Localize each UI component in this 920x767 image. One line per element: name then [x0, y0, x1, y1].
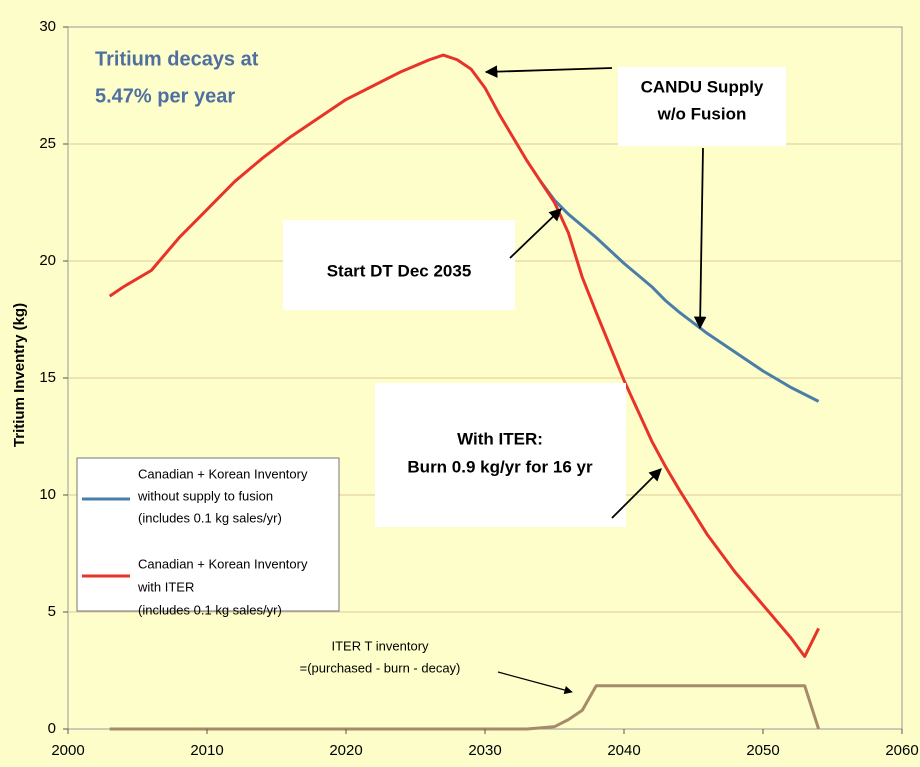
annotation-box	[618, 67, 786, 146]
y-axis-label: Tritium Inventry (kg)	[11, 303, 28, 447]
annotation: With ITER:	[457, 429, 543, 448]
legend-label: without supply to fusion	[137, 488, 273, 503]
x-tick-label: 2050	[746, 742, 779, 759]
annotation-box	[283, 220, 515, 310]
legend-label: with ITER	[137, 579, 194, 594]
annotation: CANDU Supply	[641, 77, 764, 96]
y-tick-label: 15	[39, 369, 56, 386]
y-tick-label: 10	[39, 486, 56, 503]
annotation-box	[375, 383, 626, 527]
legend-label: Canadian + Korean Inventory	[138, 556, 308, 571]
annotation: Start DT Dec 2035	[327, 261, 472, 280]
legend-label: Canadian + Korean Inventory	[138, 466, 308, 481]
legend-label: (includes 0.1 kg sales/yr)	[138, 602, 282, 617]
y-tick-label: 20	[39, 252, 56, 269]
x-tick-label: 2010	[190, 742, 223, 759]
x-tick-label: 2030	[468, 742, 501, 759]
x-tick-label: 2040	[607, 742, 640, 759]
annotation: ITER T inventory	[331, 638, 429, 653]
y-tick-label: 30	[39, 18, 56, 35]
series-line	[109, 684, 821, 731]
arrow	[693, 147, 707, 330]
annotation: =(purchased - burn - decay)	[300, 660, 461, 675]
x-tick-label: 2000	[51, 742, 84, 759]
arrow	[497, 671, 573, 695]
x-tick-label: 2060	[885, 742, 918, 759]
y-tick-label: 0	[48, 720, 56, 737]
legend-label: (includes 0.1 kg sales/yr)	[138, 510, 282, 525]
annotation: w/o Fusion	[657, 104, 747, 123]
annotation: 5.47% per year	[95, 85, 235, 107]
annotation: Burn 0.9 kg/yr for 16 yr	[407, 457, 593, 476]
y-tick-label: 5	[48, 603, 56, 620]
annotation: Tritium decays at	[95, 48, 259, 70]
series-line	[108, 53, 820, 658]
arrow	[484, 65, 613, 78]
x-tick-label: 2020	[329, 742, 362, 759]
y-tick-label: 25	[39, 135, 56, 152]
legend	[76, 457, 340, 612]
arrow	[509, 208, 562, 259]
series-line	[539, 180, 820, 403]
arrow	[611, 468, 662, 519]
